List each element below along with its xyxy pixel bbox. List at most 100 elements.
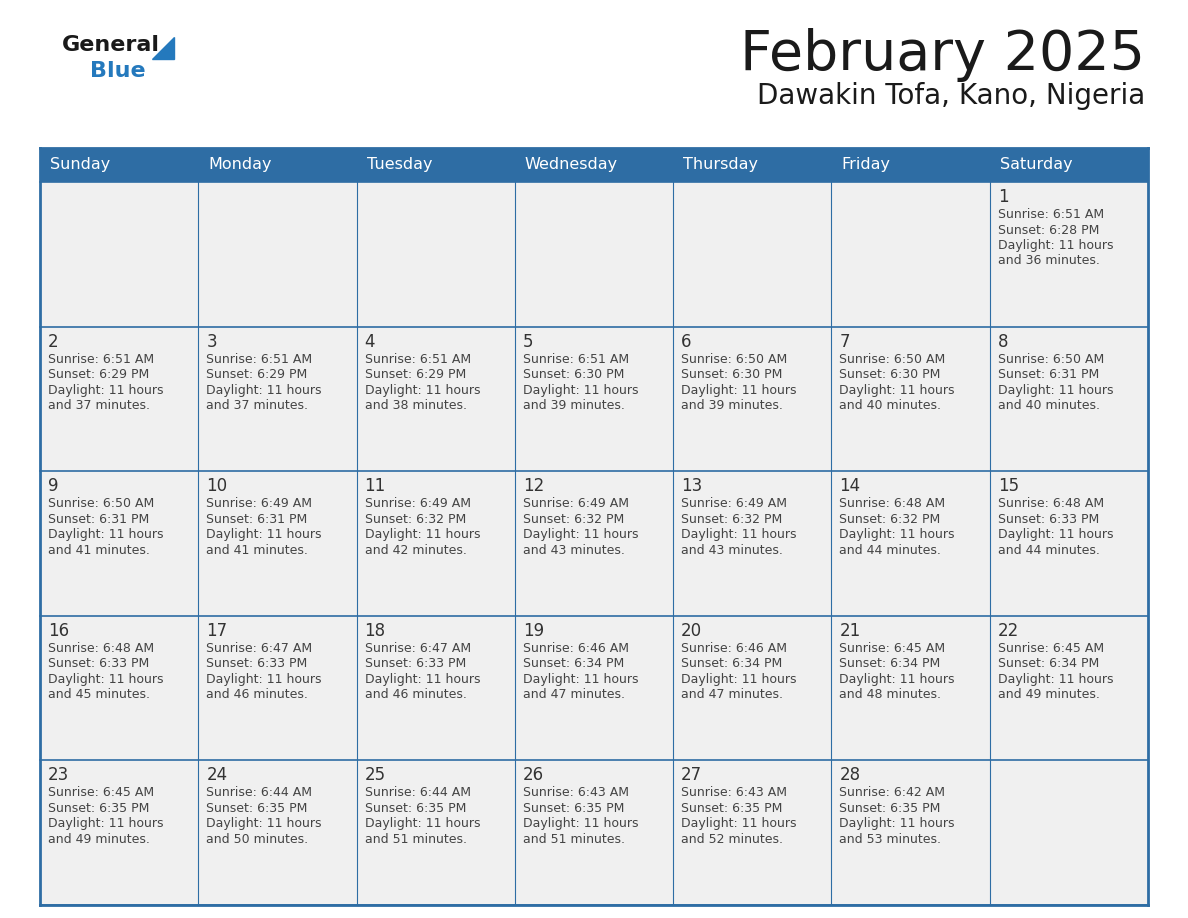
Bar <box>40 471 198 616</box>
Text: Sunrise: 6:50 AM: Sunrise: 6:50 AM <box>681 353 788 365</box>
Text: 12: 12 <box>523 477 544 495</box>
Text: 20: 20 <box>681 621 702 640</box>
Text: Daylight: 11 hours: Daylight: 11 hours <box>840 817 955 831</box>
Bar <box>40 760 198 905</box>
Text: and 47 minutes.: and 47 minutes. <box>523 688 625 701</box>
Text: and 38 minutes.: and 38 minutes. <box>365 399 467 412</box>
Text: 28: 28 <box>840 767 860 784</box>
Text: 17: 17 <box>207 621 227 640</box>
Bar <box>514 760 674 905</box>
Text: Sunrise: 6:45 AM: Sunrise: 6:45 AM <box>840 642 946 655</box>
Bar <box>514 471 674 616</box>
Text: and 42 minutes.: and 42 minutes. <box>365 543 467 556</box>
Text: 5: 5 <box>523 332 533 351</box>
Text: Dawakin Tofa, Kano, Nigeria: Dawakin Tofa, Kano, Nigeria <box>757 82 1145 110</box>
Bar <box>990 471 1148 616</box>
Text: Daylight: 11 hours: Daylight: 11 hours <box>998 673 1113 686</box>
Text: Daylight: 11 hours: Daylight: 11 hours <box>48 384 164 397</box>
Text: and 49 minutes.: and 49 minutes. <box>48 833 150 845</box>
Bar <box>40 327 198 471</box>
Bar <box>356 471 514 616</box>
Text: 25: 25 <box>365 767 386 784</box>
Bar <box>990 616 1148 760</box>
Text: Daylight: 11 hours: Daylight: 11 hours <box>998 239 1113 252</box>
Text: Sunrise: 6:48 AM: Sunrise: 6:48 AM <box>840 498 946 510</box>
Text: Sunset: 6:34 PM: Sunset: 6:34 PM <box>840 657 941 670</box>
Text: 2: 2 <box>48 332 58 351</box>
Bar <box>198 760 356 905</box>
Text: and 39 minutes.: and 39 minutes. <box>681 399 783 412</box>
Bar <box>832 471 990 616</box>
Text: Sunset: 6:29 PM: Sunset: 6:29 PM <box>365 368 466 381</box>
Text: 15: 15 <box>998 477 1019 495</box>
Bar <box>674 471 832 616</box>
Bar <box>514 182 674 327</box>
Text: and 41 minutes.: and 41 minutes. <box>48 543 150 556</box>
Text: 19: 19 <box>523 621 544 640</box>
Bar <box>40 182 198 327</box>
Bar <box>832 182 990 327</box>
Text: Sunset: 6:32 PM: Sunset: 6:32 PM <box>840 512 941 526</box>
Text: Sunset: 6:28 PM: Sunset: 6:28 PM <box>998 223 1099 237</box>
Text: Sunrise: 6:50 AM: Sunrise: 6:50 AM <box>998 353 1104 365</box>
Bar <box>832 327 990 471</box>
Text: Sunrise: 6:51 AM: Sunrise: 6:51 AM <box>207 353 312 365</box>
Text: Monday: Monday <box>208 158 272 173</box>
Bar <box>990 182 1148 327</box>
Text: Sunrise: 6:43 AM: Sunrise: 6:43 AM <box>523 787 628 800</box>
Text: Tuesday: Tuesday <box>367 158 432 173</box>
Text: and 45 minutes.: and 45 minutes. <box>48 688 150 701</box>
Text: Sunset: 6:32 PM: Sunset: 6:32 PM <box>523 512 624 526</box>
Text: 24: 24 <box>207 767 227 784</box>
Text: Sunset: 6:32 PM: Sunset: 6:32 PM <box>681 512 783 526</box>
Text: and 53 minutes.: and 53 minutes. <box>840 833 941 845</box>
Text: Sunset: 6:31 PM: Sunset: 6:31 PM <box>48 512 150 526</box>
Text: Daylight: 11 hours: Daylight: 11 hours <box>48 528 164 542</box>
Polygon shape <box>152 37 173 59</box>
Text: Sunset: 6:34 PM: Sunset: 6:34 PM <box>523 657 624 670</box>
Text: Sunset: 6:35 PM: Sunset: 6:35 PM <box>840 802 941 815</box>
Text: 9: 9 <box>48 477 58 495</box>
Text: Sunset: 6:30 PM: Sunset: 6:30 PM <box>840 368 941 381</box>
Text: Sunset: 6:35 PM: Sunset: 6:35 PM <box>681 802 783 815</box>
Bar <box>990 327 1148 471</box>
Text: 18: 18 <box>365 621 386 640</box>
Text: Daylight: 11 hours: Daylight: 11 hours <box>523 817 638 831</box>
Text: and 51 minutes.: and 51 minutes. <box>523 833 625 845</box>
Text: Sunset: 6:34 PM: Sunset: 6:34 PM <box>998 657 1099 670</box>
Text: Daylight: 11 hours: Daylight: 11 hours <box>207 817 322 831</box>
Text: and 36 minutes.: and 36 minutes. <box>998 254 1100 267</box>
Bar <box>674 327 832 471</box>
Text: 21: 21 <box>840 621 860 640</box>
Text: 3: 3 <box>207 332 217 351</box>
Text: and 48 minutes.: and 48 minutes. <box>840 688 941 701</box>
Text: Wednesday: Wednesday <box>525 158 618 173</box>
Text: Sunrise: 6:50 AM: Sunrise: 6:50 AM <box>48 498 154 510</box>
Text: and 43 minutes.: and 43 minutes. <box>681 543 783 556</box>
Text: Daylight: 11 hours: Daylight: 11 hours <box>523 528 638 542</box>
Text: Sunrise: 6:47 AM: Sunrise: 6:47 AM <box>365 642 470 655</box>
Text: and 46 minutes.: and 46 minutes. <box>365 688 467 701</box>
Text: 4: 4 <box>365 332 375 351</box>
Text: and 39 minutes.: and 39 minutes. <box>523 399 625 412</box>
Text: Daylight: 11 hours: Daylight: 11 hours <box>998 384 1113 397</box>
Text: Saturday: Saturday <box>1000 158 1073 173</box>
Text: and 51 minutes.: and 51 minutes. <box>365 833 467 845</box>
Text: Daylight: 11 hours: Daylight: 11 hours <box>207 384 322 397</box>
Text: Sunset: 6:30 PM: Sunset: 6:30 PM <box>523 368 624 381</box>
Text: 10: 10 <box>207 477 227 495</box>
Text: 1: 1 <box>998 188 1009 206</box>
Text: and 41 minutes.: and 41 minutes. <box>207 543 308 556</box>
Text: Sunrise: 6:48 AM: Sunrise: 6:48 AM <box>998 498 1104 510</box>
Text: Daylight: 11 hours: Daylight: 11 hours <box>523 384 638 397</box>
Text: Sunrise: 6:51 AM: Sunrise: 6:51 AM <box>48 353 154 365</box>
Text: Sunrise: 6:50 AM: Sunrise: 6:50 AM <box>840 353 946 365</box>
Bar <box>832 616 990 760</box>
Text: Sunday: Sunday <box>50 158 110 173</box>
Text: Daylight: 11 hours: Daylight: 11 hours <box>48 817 164 831</box>
Text: Daylight: 11 hours: Daylight: 11 hours <box>840 528 955 542</box>
Text: and 47 minutes.: and 47 minutes. <box>681 688 783 701</box>
Text: Sunset: 6:35 PM: Sunset: 6:35 PM <box>48 802 150 815</box>
Text: 16: 16 <box>48 621 69 640</box>
Text: Sunrise: 6:46 AM: Sunrise: 6:46 AM <box>681 642 788 655</box>
